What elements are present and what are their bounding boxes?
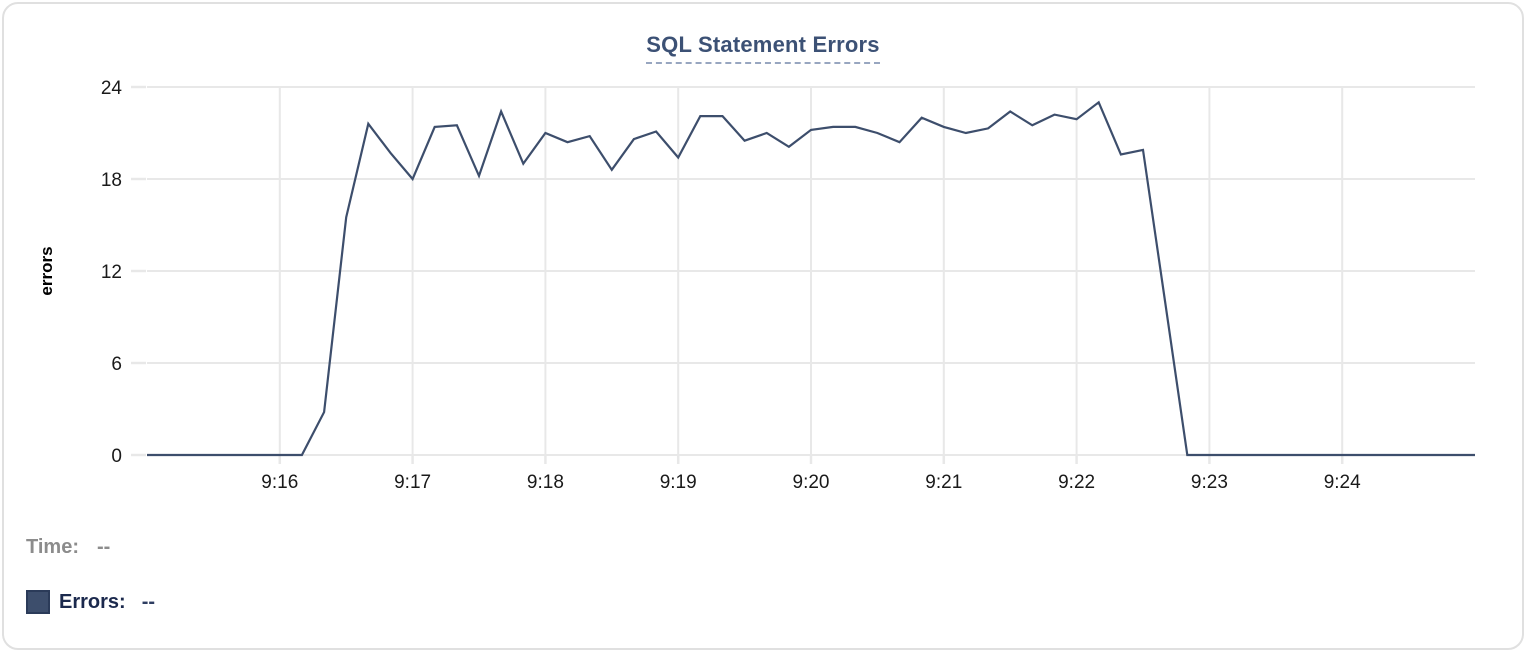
x-tick-label: 9:22 [1058, 472, 1095, 493]
x-tick-label: 9:23 [1191, 472, 1228, 493]
tooltip-errors-value: -- [141, 590, 156, 613]
x-tick-label: 9:21 [925, 472, 962, 493]
tooltip-time-row: Time: -- [26, 536, 110, 559]
y-tick-label: 0 [111, 446, 122, 467]
chart-title[interactable]: SQL Statement Errors [646, 32, 880, 64]
tooltip-errors-label: Errors: [59, 590, 126, 613]
y-tick-label: 24 [101, 78, 123, 99]
x-tick-label: 9:18 [527, 472, 564, 493]
tooltip-errors-row: Errors: -- [26, 590, 155, 614]
x-tick-label: 9:24 [1324, 472, 1361, 493]
tooltip-time-value: -- [96, 536, 111, 558]
tooltip-time-label: Time: [26, 536, 79, 558]
errors-line-chart[interactable]: 0 6 12 18 24 9:16 9:17 9:18 9:19 9:20 9:21 9:22 9:23… [4, 4, 1528, 656]
x-tick-label: 9:17 [394, 472, 431, 493]
x-tick-label: 9:16 [261, 472, 298, 493]
y-tick-label: 12 [101, 262, 122, 283]
x-tick-label: 9:20 [793, 472, 830, 493]
y-tick-label: 18 [101, 170, 122, 191]
y-tick-label: 6 [111, 354, 122, 375]
y-axis-label: errors [37, 246, 56, 295]
chart-header: SQL Statement Errors [4, 32, 1522, 64]
errors-series-line [147, 100, 1475, 457]
errors-series-swatch-icon [26, 590, 50, 614]
x-tick-label: 9:19 [660, 472, 697, 493]
